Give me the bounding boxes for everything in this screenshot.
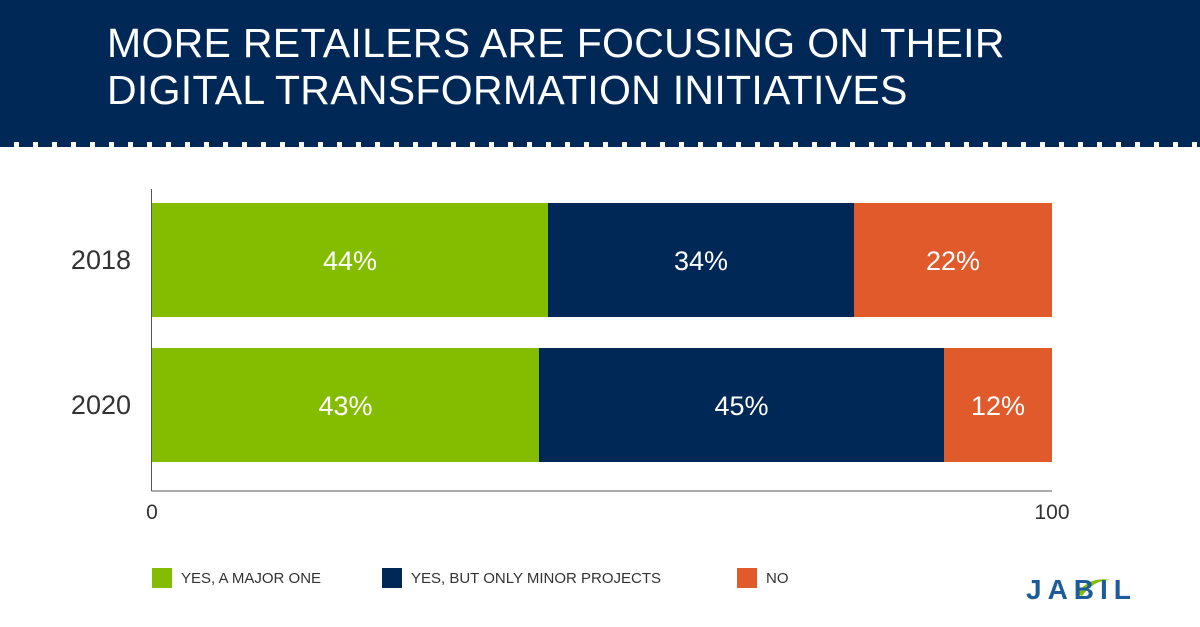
bar-segment [854,203,1052,317]
jabil-swoosh-icon [1076,579,1110,596]
data-label: 45% [714,391,768,421]
legend-swatch-no [737,568,757,588]
data-label: 22% [926,246,980,276]
data-label: 43% [318,391,372,421]
bar-segment [539,348,944,462]
bar-segment [944,348,1052,462]
data-label: 34% [674,246,728,276]
legend-label-minor: YES, BUT ONLY MINOR PROJECTS [411,569,662,587]
chart-axes: 0 100 [146,189,1070,524]
stacked-bar-chart: 0 100 2018 2020 44% 34% 22% 43% 45% 12% [71,189,1070,524]
bar-segment [548,203,854,317]
legend-swatch-minor [382,568,402,588]
x-tick-label: 0 [146,501,158,524]
legend-label-no: NO [766,569,789,587]
logo-text: JABIL [1026,574,1137,604]
legend-item-major: YES, A MAJOR ONE [152,567,321,589]
page-title: MORE RETAILERS ARE FOCUSING ON THEIR DIG… [107,20,1005,113]
x-tick-label: 100 [1034,501,1069,524]
jabil-logo: JABIL [1026,574,1137,604]
category-label: 2020 [71,390,131,420]
data-label: 12% [971,391,1025,421]
bar-segment [152,348,539,462]
legend-label-major: YES, A MAJOR ONE [181,569,322,587]
chart-bars [152,203,1052,462]
legend-item-minor: YES, BUT ONLY MINOR PROJECTS [382,567,661,589]
bar-segment [152,203,548,317]
data-label: 44% [323,246,377,276]
legend-item-no: NO [737,567,789,589]
legend-swatch-major [152,568,172,588]
chart-labels: 2018 2020 44% 34% 22% 43% 45% 12% [71,245,1025,421]
header-dashed-edge [0,142,1200,147]
header-banner: MORE RETAILERS ARE FOCUSING ON THEIR DIG… [0,0,1200,145]
category-label: 2018 [71,245,131,275]
chart-legend: YES, A MAJOR ONE YES, BUT ONLY MINOR PRO… [152,567,852,589]
